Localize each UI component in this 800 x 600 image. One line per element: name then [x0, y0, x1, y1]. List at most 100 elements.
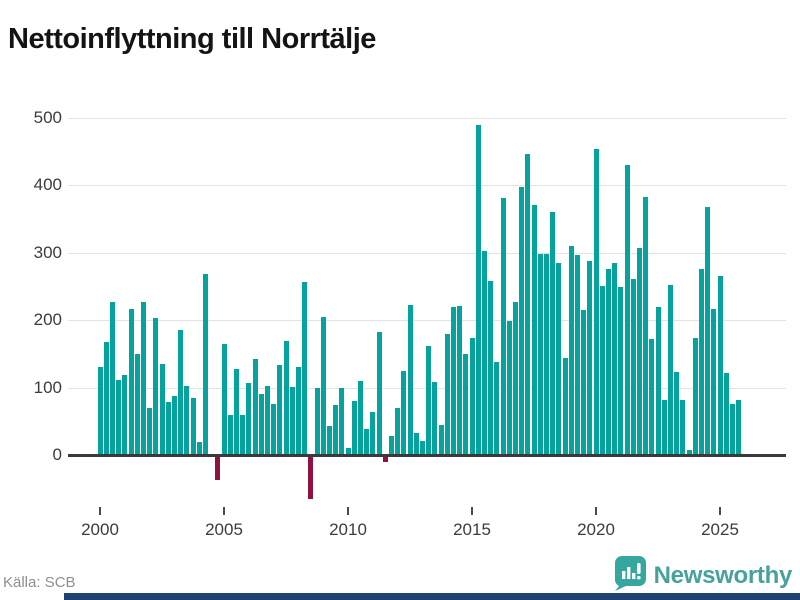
bar-2014Q2 — [450, 307, 456, 455]
bar-2010Q1 — [345, 448, 351, 455]
bar-2024Q4 — [711, 309, 717, 455]
bar-2002Q3 — [159, 363, 165, 455]
bar-2023Q4 — [686, 449, 692, 455]
bar-2024Q3 — [705, 206, 711, 455]
bar-2016Q3 — [506, 321, 512, 455]
bar-2011Q4 — [388, 436, 394, 455]
bar-2005Q3 — [233, 369, 239, 455]
bar-2016Q4 — [512, 302, 518, 455]
bar-2005Q4 — [240, 414, 246, 455]
bar-2013Q3 — [432, 382, 438, 455]
bar-2017Q4 — [537, 253, 543, 455]
bar-2008Q1 — [295, 366, 301, 455]
bar-2000Q2 — [103, 341, 109, 455]
x-axis-tick-2010 — [347, 507, 349, 515]
bar-2009Q3 — [333, 405, 339, 455]
chart-title: Nettoinflyttning till Norrtälje — [8, 23, 376, 56]
bar-2006Q4 — [264, 386, 270, 455]
bar-2007Q1 — [271, 404, 277, 455]
bar-2004Q2 — [202, 274, 208, 455]
bar-2010Q4 — [364, 429, 370, 455]
bar-2023Q1 — [667, 284, 673, 455]
bar-2005Q2 — [227, 414, 233, 455]
bar-2007Q3 — [283, 340, 289, 455]
x-axis-tick-2000 — [99, 507, 101, 515]
bar-2016Q1 — [494, 361, 500, 455]
bar-2001Q2 — [128, 308, 134, 455]
bar-2004Q4 — [215, 455, 221, 480]
bar-2019Q2 — [574, 255, 580, 455]
bar-2014Q1 — [444, 334, 450, 455]
x-axis-tick-2020 — [595, 507, 597, 515]
newsworthy-bubble-chart-icon — [614, 556, 646, 596]
y-axis-label-300: 300 — [33, 242, 62, 262]
bar-2011Q3 — [382, 455, 388, 462]
bar-2011Q2 — [376, 332, 382, 455]
x-axis-tick-2025 — [719, 507, 721, 515]
bar-2020Q3 — [605, 269, 611, 455]
bar-2000Q1 — [97, 366, 103, 455]
bar-2012Q4 — [413, 433, 419, 455]
bar-2020Q4 — [612, 263, 618, 455]
bar-2012Q3 — [407, 305, 413, 455]
bar-2015Q1 — [469, 338, 475, 455]
bar-2003Q2 — [178, 330, 184, 455]
bar-2013Q2 — [426, 345, 432, 455]
bar-2001Q1 — [122, 375, 128, 455]
bar-2018Q2 — [550, 212, 556, 455]
bar-2014Q4 — [463, 353, 469, 455]
x-axis-label-2000: 2000 — [81, 520, 119, 539]
bar-2010Q3 — [357, 380, 363, 455]
bar-2021Q1 — [618, 286, 624, 455]
bar-2009Q1 — [320, 316, 326, 455]
bar-2006Q1 — [246, 383, 252, 455]
bar-2015Q4 — [488, 280, 494, 455]
bar-2019Q1 — [568, 246, 574, 455]
bar-2019Q4 — [587, 261, 593, 455]
newsworthy-wordmark: Newsworthy — [653, 562, 793, 589]
bar-2022Q1 — [643, 197, 649, 455]
gridline-500 — [68, 117, 786, 119]
bar-2023Q3 — [680, 399, 686, 455]
bar-2016Q2 — [500, 197, 506, 455]
bar-2006Q3 — [258, 393, 264, 455]
newsworthy-logo[interactable]: Newsworthy — [614, 556, 793, 596]
y-axis-label-100: 100 — [33, 377, 62, 397]
x-axis-label-2015: 2015 — [453, 520, 491, 539]
gridline-300 — [68, 252, 786, 254]
bar-2017Q1 — [519, 187, 525, 455]
bar-2013Q4 — [438, 424, 444, 455]
bar-2017Q2 — [525, 153, 531, 455]
bar-2024Q1 — [692, 338, 698, 455]
bar-2018Q1 — [543, 253, 549, 455]
bar-2015Q3 — [481, 251, 487, 455]
bar-2004Q1 — [196, 442, 202, 455]
bar-2008Q3 — [308, 455, 314, 499]
x-axis-label-2005: 2005 — [205, 520, 243, 539]
bar-2008Q2 — [302, 281, 308, 455]
x-axis-label-2025: 2025 — [701, 520, 739, 539]
bar-2025Q4 — [736, 399, 742, 455]
bar-2017Q3 — [531, 204, 537, 455]
bar-2022Q4 — [661, 399, 667, 455]
bar-2020Q2 — [599, 286, 605, 455]
bar-2007Q2 — [277, 365, 283, 455]
y-axis-label-200: 200 — [33, 310, 62, 329]
bar-2011Q1 — [370, 411, 376, 455]
source-label: Källa: SCB — [3, 574, 76, 591]
x-axis-tick-2015 — [471, 507, 473, 515]
bar-2015Q2 — [475, 124, 481, 455]
bar-2002Q4 — [165, 401, 171, 455]
x-axis-tick-2005 — [223, 507, 225, 515]
x-axis-label-2010: 2010 — [329, 520, 367, 539]
bar-2020Q1 — [593, 149, 599, 455]
bar-2009Q2 — [326, 425, 332, 455]
bar-2013Q1 — [419, 440, 425, 455]
bar-2023Q2 — [674, 371, 680, 455]
bar-2025Q1 — [717, 276, 723, 455]
gridline-200 — [68, 320, 786, 321]
bar-2002Q1 — [147, 408, 153, 455]
gridline-400 — [68, 185, 786, 186]
bar-2014Q3 — [457, 305, 463, 455]
